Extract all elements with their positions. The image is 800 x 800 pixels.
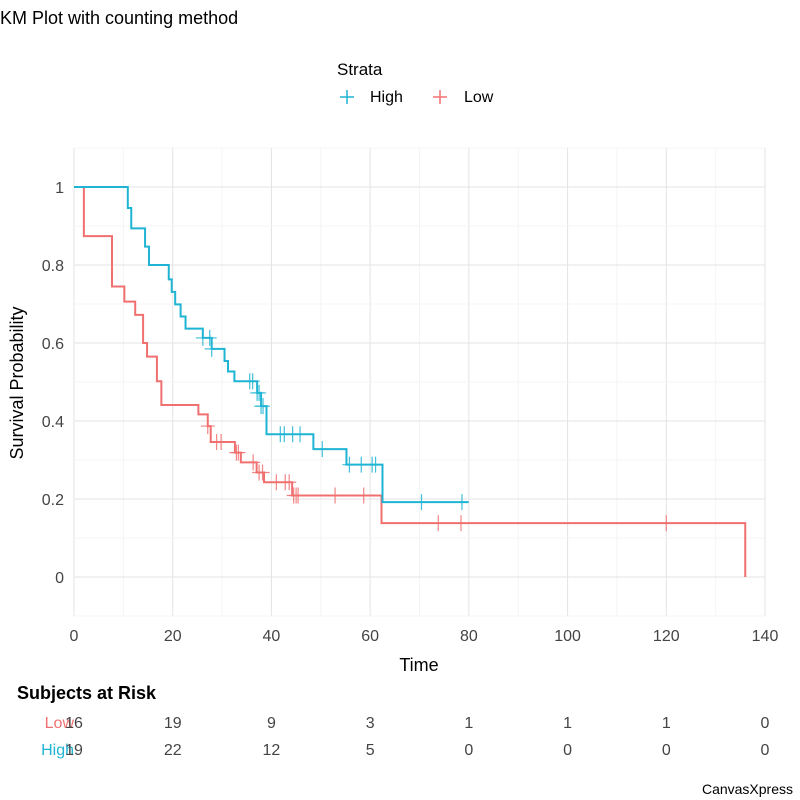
grid [73,147,766,617]
censor-mark [291,487,306,504]
x-tick-label: 60 [361,628,379,645]
x-tick-label: 20 [164,628,182,645]
risk-value: 0 [563,742,572,759]
y-tick-label: 0.4 [42,414,64,431]
y-tick-label: 1 [55,180,64,197]
risk-value: 3 [366,715,375,732]
series-high [74,186,469,511]
censor-mark [368,456,383,473]
risk-table-title: Subjects at Risk [17,683,157,703]
x-tick-label: 140 [752,628,779,645]
censor-mark [414,494,429,511]
x-tick-label: 0 [70,628,79,645]
legend-title: Strata [337,60,383,79]
censor-mark [454,494,469,511]
risk-value: 22 [164,742,182,759]
survival-curves [74,186,747,577]
x-tick-label: 120 [653,628,680,645]
censor-mark [202,329,217,346]
risk-value: 0 [662,742,671,759]
risk-value: 9 [267,715,276,732]
y-tick-label: 0.6 [42,336,64,353]
legend: Strata High Low [337,60,494,106]
risk-value: 12 [263,742,281,759]
censor-mark [342,456,357,473]
x-tick-label: 100 [554,628,581,645]
risk-value: 5 [366,742,375,759]
censor-mark [204,340,219,357]
censor-mark [282,474,297,491]
risk-strata-label: Low [45,715,75,732]
risk-value: 19 [65,742,83,759]
censor-mark [453,515,468,532]
legend-label-low: Low [464,89,494,106]
censor-mark [200,418,215,435]
risk-value: 0 [761,715,770,732]
risk-value: 0 [464,742,473,759]
censor-mark [256,398,271,415]
legend-cross-icon-low [433,90,447,104]
censor-mark [431,515,446,532]
censor-mark [293,426,308,443]
y-tick-label: 0.2 [42,492,64,509]
chart-title: KM Plot with counting method [0,8,238,28]
y-axis-ticks: 0 0.2 0.4 0.6 0.8 1 [42,180,64,587]
risk-strata-label: High [41,742,74,759]
censor-mark [328,487,343,504]
survival-line-low [74,186,747,577]
censor-mark [246,454,261,471]
series-low [74,186,747,577]
censor-mark [315,441,330,458]
censor-mark [214,434,229,451]
censor-mark [659,515,674,532]
x-axis-ticks: 0 20 40 60 80 100 120 140 [70,628,779,645]
y-tick-label: 0.8 [42,258,64,275]
legend-item-low[interactable]: Low [433,89,494,106]
risk-value: 0 [761,742,770,759]
x-axis-label: Time [399,655,438,675]
censor-mark [252,384,267,401]
y-tick-label: 0 [55,570,64,587]
x-tick-label: 80 [460,628,478,645]
risk-value: 1 [563,715,572,732]
risk-value: 1 [662,715,671,732]
censor-mark [245,373,260,390]
legend-label-high: High [370,89,403,106]
censor-mark [231,444,246,461]
risk-value: 1 [464,715,473,732]
censor-mark [255,464,270,481]
x-tick-label: 40 [263,628,281,645]
legend-cross-icon-high [340,90,354,104]
censor-mark [356,487,371,504]
legend-item-high[interactable]: High [340,89,403,106]
credit-label: CanvasXpress [702,781,793,797]
y-axis-label: Survival Probability [7,306,27,459]
risk-value: 16 [65,715,83,732]
risk-value: 19 [164,715,182,732]
